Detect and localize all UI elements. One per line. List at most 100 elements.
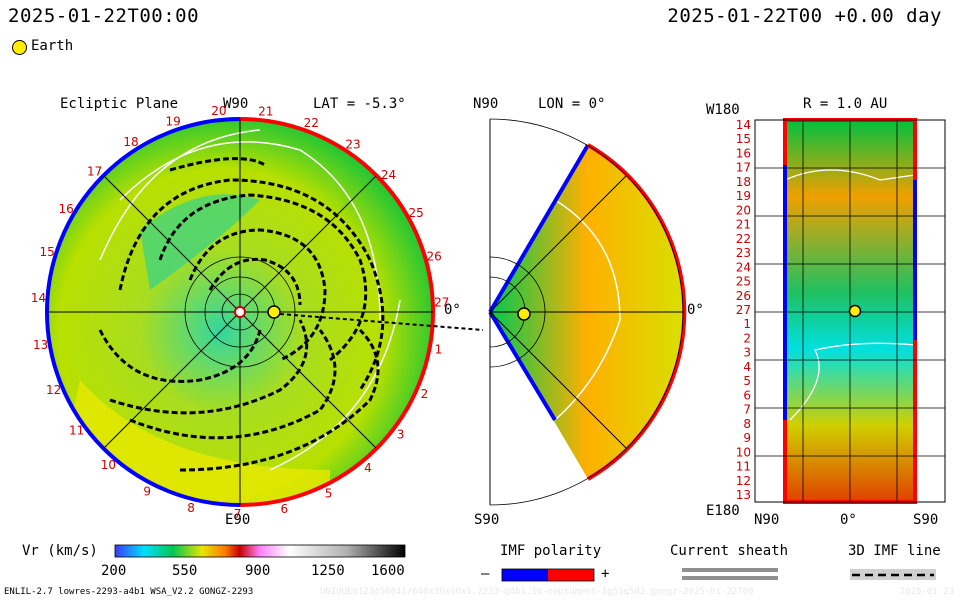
sector-label: 11: [69, 424, 84, 438]
shell-row-label: 14: [736, 118, 751, 132]
imf-line: [118, 178, 385, 391]
imf-line: [109, 319, 309, 415]
shell-row-label: 1: [743, 317, 751, 331]
colorbar-tick: 1250: [311, 563, 345, 579]
meridional-bottom-label: S90: [474, 512, 500, 528]
shell-row-label: 11: [736, 460, 751, 474]
shell-row-label: 17: [736, 161, 751, 175]
imf-line: [208, 257, 302, 306]
run-id-watermark: UNIQUE0123456841/640x30x90x1.2233-g4b1.1…: [320, 587, 754, 597]
sector-labels: 20 21222324252627123456789101112131415161…: [31, 104, 450, 521]
shell-row-label: 25: [736, 275, 751, 289]
shell-row-label: 13: [736, 488, 751, 502]
sector-label: 4: [364, 461, 372, 475]
sector-label: 9: [143, 484, 151, 498]
sector-label: 1: [435, 342, 443, 356]
shell-row-label: 23: [736, 246, 751, 260]
colorbar-label: Vr (km/s): [22, 543, 98, 559]
streamer-contour: [119, 141, 381, 321]
shell-row-label: 12: [736, 474, 751, 488]
sector-label: 16: [59, 202, 74, 216]
sector-label: 13: [33, 338, 48, 352]
sector-label: 7: [234, 507, 242, 521]
imf-line: [158, 193, 368, 362]
shell-row-label: 7: [743, 403, 751, 417]
shell-row-label: 10: [736, 445, 751, 459]
positive-polarity-swatch: [548, 569, 594, 581]
ecliptic-title: Ecliptic Plane: [60, 96, 179, 112]
shell-row-label: 24: [736, 260, 751, 274]
shell-row-label: 22: [736, 232, 751, 246]
sector-label: 5: [325, 487, 333, 501]
negative-polarity-swatch: [502, 569, 548, 581]
imf-line: [98, 329, 262, 383]
sector-label: 20: [211, 104, 226, 118]
earth-link-line: [279, 313, 484, 331]
current-sheath-swatch: [682, 568, 778, 572]
sector-label: 14: [31, 291, 46, 305]
imf-polarity-title: IMF polarity: [500, 543, 602, 559]
colorbar-tick: 200: [101, 563, 127, 579]
imf-line: [179, 328, 380, 472]
shell-x-left: N90: [754, 512, 780, 528]
ecliptic-zero-label: 0°: [444, 302, 461, 318]
imf-minus-label: –: [481, 566, 490, 582]
sector-label: 24: [381, 168, 396, 182]
sector-label: 2: [421, 387, 429, 401]
streamer-contour: [554, 199, 621, 421]
earth-legend-marker: [12, 40, 27, 55]
shell-row-label: 9: [743, 431, 751, 445]
meridional-zero-label: 0°: [687, 302, 704, 318]
streamer-contour: [99, 129, 261, 261]
current-sheath-title: Current sheath: [670, 543, 789, 559]
shell-row-label: 16: [736, 147, 751, 161]
radius-label: R = 1.0 AU: [803, 96, 888, 112]
sector-label: 12: [46, 383, 61, 397]
streamer-contour: [784, 169, 916, 181]
negative-polarity-edge: [488, 310, 557, 422]
sector-label: 23: [345, 138, 360, 152]
corner-date: 2025-01-23: [899, 587, 954, 597]
sector-label: 15: [40, 245, 55, 259]
imf-line: [129, 329, 337, 440]
sector-label: 27: [434, 296, 449, 310]
start-time: 2025-01-22T00:00: [8, 5, 200, 27]
sector-label: 3: [397, 428, 405, 442]
sector-label: 6: [280, 502, 288, 516]
sector-label: 19: [165, 114, 180, 128]
range-ring: [489, 256, 546, 368]
ecliptic-top-label: W90: [223, 96, 249, 112]
latitude-label: LAT = -5.3°: [313, 96, 406, 112]
earth-marker: [517, 307, 531, 321]
shell-row-labels: 1415161718192021222324252627123456789101…: [736, 118, 751, 502]
sector-label: 22: [304, 116, 319, 130]
negative-polarity-edge: [488, 143, 590, 314]
shell-bottom-left-label: E180: [706, 503, 740, 519]
sector-label: 18: [123, 135, 138, 149]
colorbar-tick: 1600: [371, 563, 405, 579]
shell-row-label: 26: [736, 289, 751, 303]
shell-row-label: 3: [743, 346, 751, 360]
slow-wind-region: [140, 194, 260, 290]
streamer-contour: [789, 342, 916, 421]
meridional-top-label: N90: [473, 96, 499, 112]
positive-polarity-rim: [586, 143, 687, 481]
shell-row-label: 15: [736, 132, 751, 146]
meridional-plane-panel: [488, 118, 687, 506]
elapsed-time: 2025-01-22T00 +0.00 day: [667, 5, 942, 27]
model-info: ENLIL-2.7 lowres-2293-a4b1 WSA_V2.2 GONG…: [4, 587, 254, 597]
colorbar-tick: 900: [245, 563, 271, 579]
shell-row-label: 4: [743, 360, 751, 374]
imf-line: [169, 157, 266, 172]
earth-marker: [267, 305, 281, 319]
imf-line-title: 3D IMF line: [848, 543, 941, 559]
earth-marker: [848, 304, 862, 318]
imf-plus-label: +: [601, 566, 610, 582]
shell-x-right: S90: [913, 512, 939, 528]
shell-row-label: 5: [743, 374, 751, 388]
shell-row-label: 18: [736, 175, 751, 189]
velocity-colorbar: [114, 544, 406, 558]
shell-row-label: 19: [736, 189, 751, 203]
shell-x-mid: 0°: [840, 512, 857, 528]
